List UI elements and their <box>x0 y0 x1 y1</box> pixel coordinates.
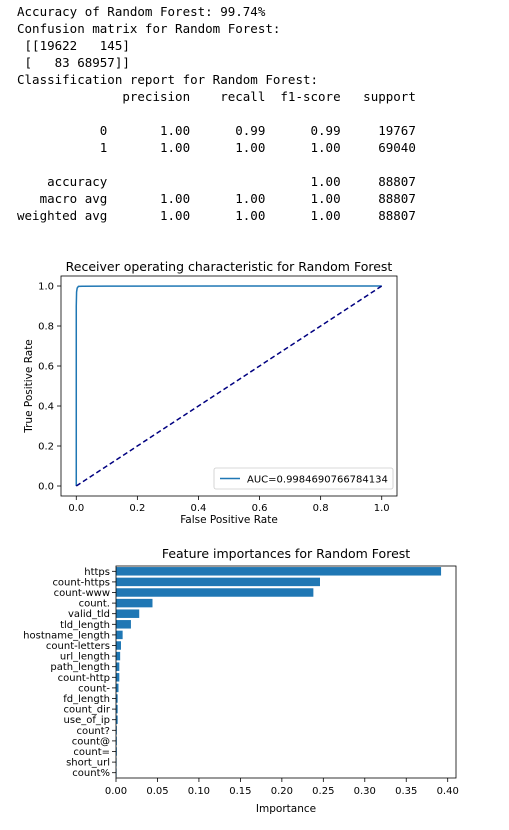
feature-label: hostname_length <box>23 630 110 641</box>
feature-label: count. <box>79 599 110 610</box>
console-line: weighted avg 1.00 1.00 1.00 88807 <box>17 208 416 223</box>
console-line: [ 83 68957]] <box>17 55 130 70</box>
fi-x-tick-label: 0.20 <box>271 786 293 797</box>
feature-label: https <box>84 567 110 578</box>
fi-x-tick-label: 0.35 <box>395 786 417 797</box>
console-line: 1 1.00 1.00 1.00 69040 <box>17 140 416 155</box>
feature-label: use_of_ip <box>64 715 110 726</box>
console-line: Classification report for Random Forest: <box>17 72 319 87</box>
roc-x-tick-label: 0.2 <box>129 503 145 514</box>
importance-bar <box>116 662 120 671</box>
importance-bar <box>116 641 121 650</box>
console-line: macro avg 1.00 1.00 1.00 88807 <box>17 191 416 206</box>
roc-legend-box <box>213 467 394 490</box>
roc-y-axis-label: True Positive Rate <box>23 339 35 434</box>
roc-legend-label: AUC=0.9984690766784134 <box>247 475 388 486</box>
console-line: 0 1.00 0.99 0.99 19767 <box>17 123 416 138</box>
console-output: Accuracy of Random Forest: 99.74% Confusi… <box>17 3 416 224</box>
importance-bar <box>116 747 117 756</box>
roc-x-tick-label: 0.4 <box>191 503 207 514</box>
roc-y-tick-label: 1.0 <box>38 282 54 293</box>
roc-x-axis-label: False Positive Rate <box>180 514 278 526</box>
fi-x-tick-label: 0.00 <box>105 786 127 797</box>
importance-bar <box>116 715 118 724</box>
importance-bar <box>116 673 120 682</box>
console-line: precision recall f1-score support <box>17 89 416 104</box>
feature-label: path_length <box>50 662 110 673</box>
fi-x-tick-label: 0.30 <box>354 786 376 797</box>
fi-x-tick-label: 0.40 <box>437 786 459 797</box>
feature-label: valid_tld <box>68 609 110 620</box>
importance-bar <box>116 694 118 703</box>
console-line: Confusion matrix for Random Forest: <box>17 21 281 36</box>
feature-label: url_length <box>60 652 110 663</box>
feature-label: count-letters <box>46 641 110 652</box>
importance-bar <box>116 598 153 608</box>
feature-label: count-www <box>54 588 110 599</box>
roc-y-tick-label: 0.4 <box>38 402 54 413</box>
roc-chart-title: Receiver operating characteristic for Ra… <box>66 259 393 274</box>
fi-x-tick-label: 0.05 <box>146 786 168 797</box>
importance-bar <box>116 704 118 714</box>
fi-x-tick-label: 0.25 <box>312 786 334 797</box>
importance-bar <box>116 620 131 629</box>
roc-chart: Receiver operating characteristic for Ra… <box>23 259 398 526</box>
importance-bar <box>116 651 121 661</box>
fi-chart-title: Feature importances for Random Forest <box>162 546 410 561</box>
importance-bar <box>116 609 140 618</box>
importance-bar <box>116 736 117 746</box>
fi-x-axis-label: Importance <box>256 803 316 815</box>
chance-diagonal-line <box>75 285 383 487</box>
feature-label: count_dir <box>64 705 111 716</box>
feature-label: fd_length <box>63 694 110 705</box>
fi-plot-frame <box>115 565 457 779</box>
feature-label: count= <box>73 747 110 758</box>
feature-label: count% <box>72 768 110 779</box>
importance-bar <box>116 588 314 597</box>
fi-x-tick-label: 0.15 <box>229 786 251 797</box>
feature-label: count-http <box>58 673 110 684</box>
console-line: Accuracy of Random Forest: 99.74% <box>17 4 266 19</box>
importance-bar <box>116 567 442 576</box>
roc-legend: AUC=0.9984690766784134 <box>213 467 394 490</box>
feature-label: count- <box>78 683 110 694</box>
roc-plot-frame <box>60 275 398 497</box>
console-line: accuracy 1.00 88807 <box>17 174 416 189</box>
feature-label: count@ <box>72 736 110 747</box>
importance-bar <box>116 726 117 735</box>
roc-y-tick-label: 0.0 <box>38 482 54 493</box>
roc-x-tick-label: 0.6 <box>252 503 268 514</box>
importance-bar <box>116 683 119 693</box>
roc-x-tick-label: 0.0 <box>68 503 84 514</box>
importance-bar <box>116 577 320 587</box>
feature-importance-chart: Feature importances for Random Forest Im… <box>23 546 459 815</box>
feature-label: count-https <box>52 577 110 588</box>
fi-x-tick-label: 0.10 <box>188 786 210 797</box>
console-line: [[19622 145] <box>17 38 130 53</box>
feature-label: short_url <box>66 758 110 769</box>
feature-label: tld_length <box>60 620 110 631</box>
roc-y-tick-label: 0.2 <box>38 442 54 453</box>
importance-bar <box>116 630 123 640</box>
roc-curve-line <box>75 285 382 486</box>
roc-y-tick-label: 0.6 <box>38 362 54 373</box>
roc-x-tick-label: 1.0 <box>374 503 390 514</box>
console-line <box>17 105 416 122</box>
console-line <box>17 156 416 173</box>
feature-label: count? <box>76 726 110 737</box>
roc-x-tick-label: 0.8 <box>313 503 329 514</box>
roc-y-tick-label: 0.8 <box>38 322 54 333</box>
